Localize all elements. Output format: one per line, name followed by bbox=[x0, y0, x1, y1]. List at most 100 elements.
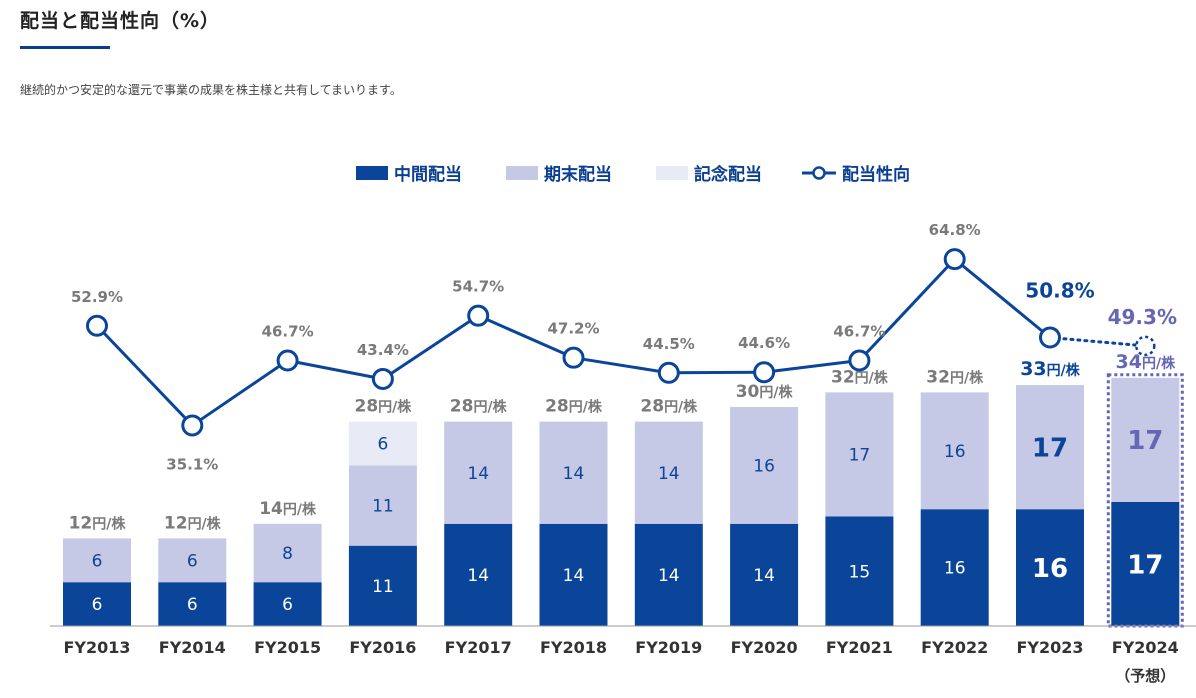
payout-marker bbox=[86, 314, 108, 337]
bar-year-end bbox=[539, 421, 608, 524]
x-tick-label: FY2016 bbox=[349, 638, 416, 657]
legend-label-3: 配当性向 bbox=[842, 164, 910, 185]
payout-marker bbox=[276, 349, 299, 372]
legend-swatch-2 bbox=[656, 166, 688, 180]
value-label-interim: 14 bbox=[753, 566, 775, 586]
total-label: 14円/株 bbox=[259, 499, 317, 519]
legend-label-0: 中間配当 bbox=[394, 164, 462, 185]
payout-marker bbox=[943, 248, 966, 271]
value-label-year-end: 14 bbox=[658, 464, 680, 484]
legend-swatch-0 bbox=[356, 166, 388, 180]
bar-year-end bbox=[253, 523, 322, 583]
value-label-interim: 14 bbox=[563, 566, 585, 586]
payout-label: 46.7% bbox=[262, 322, 314, 340]
value-label-interim: 16 bbox=[944, 559, 966, 579]
value-label-interim: 6 bbox=[92, 595, 103, 615]
value-label-year-end: 17 bbox=[1032, 434, 1068, 464]
bar-interim bbox=[158, 582, 227, 626]
bar-year-end bbox=[63, 538, 131, 583]
payout-label: 64.8% bbox=[929, 221, 981, 239]
bar-year-end bbox=[730, 407, 799, 524]
value-label-interim: 6 bbox=[187, 595, 198, 615]
bar-year-end bbox=[920, 392, 989, 510]
total-label: 34円/株 bbox=[1116, 351, 1177, 373]
value-label-year-end: 17 bbox=[1127, 426, 1163, 456]
payout-label: 50.8% bbox=[1025, 279, 1094, 303]
total-label: 12円/株 bbox=[69, 513, 127, 533]
value-label-interim: 15 bbox=[849, 562, 871, 582]
total-label: 12円/株 bbox=[164, 513, 222, 533]
total-label: 32円/株 bbox=[831, 367, 889, 387]
total-label: 30円/株 bbox=[736, 382, 794, 402]
x-tick-label: FY2019 bbox=[635, 638, 702, 657]
x-tick-label: FY2021 bbox=[826, 638, 893, 657]
x-tick-label: FY2023 bbox=[1016, 638, 1083, 657]
bar-interim bbox=[444, 523, 513, 626]
x-tick-label: FY2020 bbox=[731, 638, 798, 657]
x-tick-note: （予想） bbox=[1115, 667, 1175, 685]
bar-commemorative bbox=[348, 421, 417, 466]
x-tick-label: FY2014 bbox=[159, 638, 226, 657]
value-label-interim: 14 bbox=[467, 566, 489, 586]
bar-year-end bbox=[634, 421, 703, 524]
bar-year-end bbox=[1111, 377, 1180, 502]
legend-label-1: 期末配当 bbox=[544, 164, 612, 185]
value-label-year-end: 17 bbox=[849, 446, 871, 466]
value-label-year-end: 14 bbox=[563, 464, 585, 484]
payout-marker-forecast bbox=[1135, 335, 1156, 357]
payout-label: 35.1% bbox=[166, 455, 218, 473]
value-label-interim: 14 bbox=[658, 566, 680, 586]
payout-marker bbox=[657, 361, 680, 384]
payout-ratio-forecast-line bbox=[1048, 336, 1147, 348]
payout-marker bbox=[1039, 326, 1061, 349]
payout-marker bbox=[371, 367, 394, 390]
value-label-interim: 11 bbox=[372, 577, 394, 597]
payout-marker bbox=[181, 414, 204, 437]
x-tick-label: FY2022 bbox=[921, 638, 988, 657]
payout-label: 44.6% bbox=[738, 334, 790, 352]
payout-label: 47.2% bbox=[547, 320, 599, 338]
payout-label: 52.9% bbox=[71, 288, 123, 306]
payout-label: 43.4% bbox=[357, 341, 409, 359]
total-label: 28円/株 bbox=[355, 397, 413, 417]
payout-marker bbox=[753, 361, 776, 384]
value-label-year-end: 6 bbox=[92, 551, 103, 571]
bar-interim bbox=[1016, 509, 1084, 626]
x-tick-label: FY2024 bbox=[1112, 638, 1179, 657]
value-label-year-end: 16 bbox=[944, 442, 966, 462]
x-tick-label: FY2018 bbox=[540, 638, 607, 657]
total-label: 28円/株 bbox=[545, 397, 603, 417]
value-label-interim: 17 bbox=[1127, 550, 1163, 580]
payout-label: 49.3% bbox=[1108, 305, 1177, 329]
bar-year-end bbox=[158, 538, 227, 583]
value-label-interim: 6 bbox=[282, 595, 293, 615]
legend-label-2: 記念配当 bbox=[694, 164, 762, 185]
x-tick-label: FY2017 bbox=[445, 638, 512, 657]
total-label: 28円/株 bbox=[450, 397, 508, 417]
bar-year-end bbox=[825, 392, 894, 517]
page-title: 配当と配当性向（%） bbox=[20, 10, 221, 32]
value-label-commemorative: 6 bbox=[377, 435, 388, 455]
bar-interim bbox=[825, 516, 894, 626]
payout-marker bbox=[467, 304, 490, 327]
bar-interim bbox=[348, 545, 417, 626]
legend-swatch-1 bbox=[506, 166, 538, 180]
payout-label: 44.5% bbox=[643, 335, 695, 353]
value-label-year-end: 8 bbox=[282, 544, 293, 564]
bar-interim bbox=[253, 582, 322, 626]
payout-label: 46.7% bbox=[833, 322, 885, 340]
bar-interim bbox=[63, 582, 131, 626]
x-tick-label: FY2015 bbox=[254, 638, 321, 657]
bar-year-end bbox=[444, 421, 513, 524]
total-label: 32円/株 bbox=[926, 367, 984, 387]
title-underline bbox=[20, 46, 110, 49]
page-subtitle: 継続的かつ安定的な還元で事業の成果を株主様と共有してまいります。 bbox=[20, 83, 402, 97]
value-label-year-end: 11 bbox=[372, 497, 394, 517]
value-label-interim: 16 bbox=[1032, 554, 1068, 584]
value-label-year-end: 16 bbox=[753, 457, 775, 477]
payout-marker bbox=[848, 349, 871, 372]
total-label: 28円/株 bbox=[640, 397, 698, 417]
total-label: 33円/株 bbox=[1020, 358, 1081, 380]
bar-interim bbox=[1111, 501, 1180, 626]
payout-label: 54.7% bbox=[452, 278, 504, 296]
